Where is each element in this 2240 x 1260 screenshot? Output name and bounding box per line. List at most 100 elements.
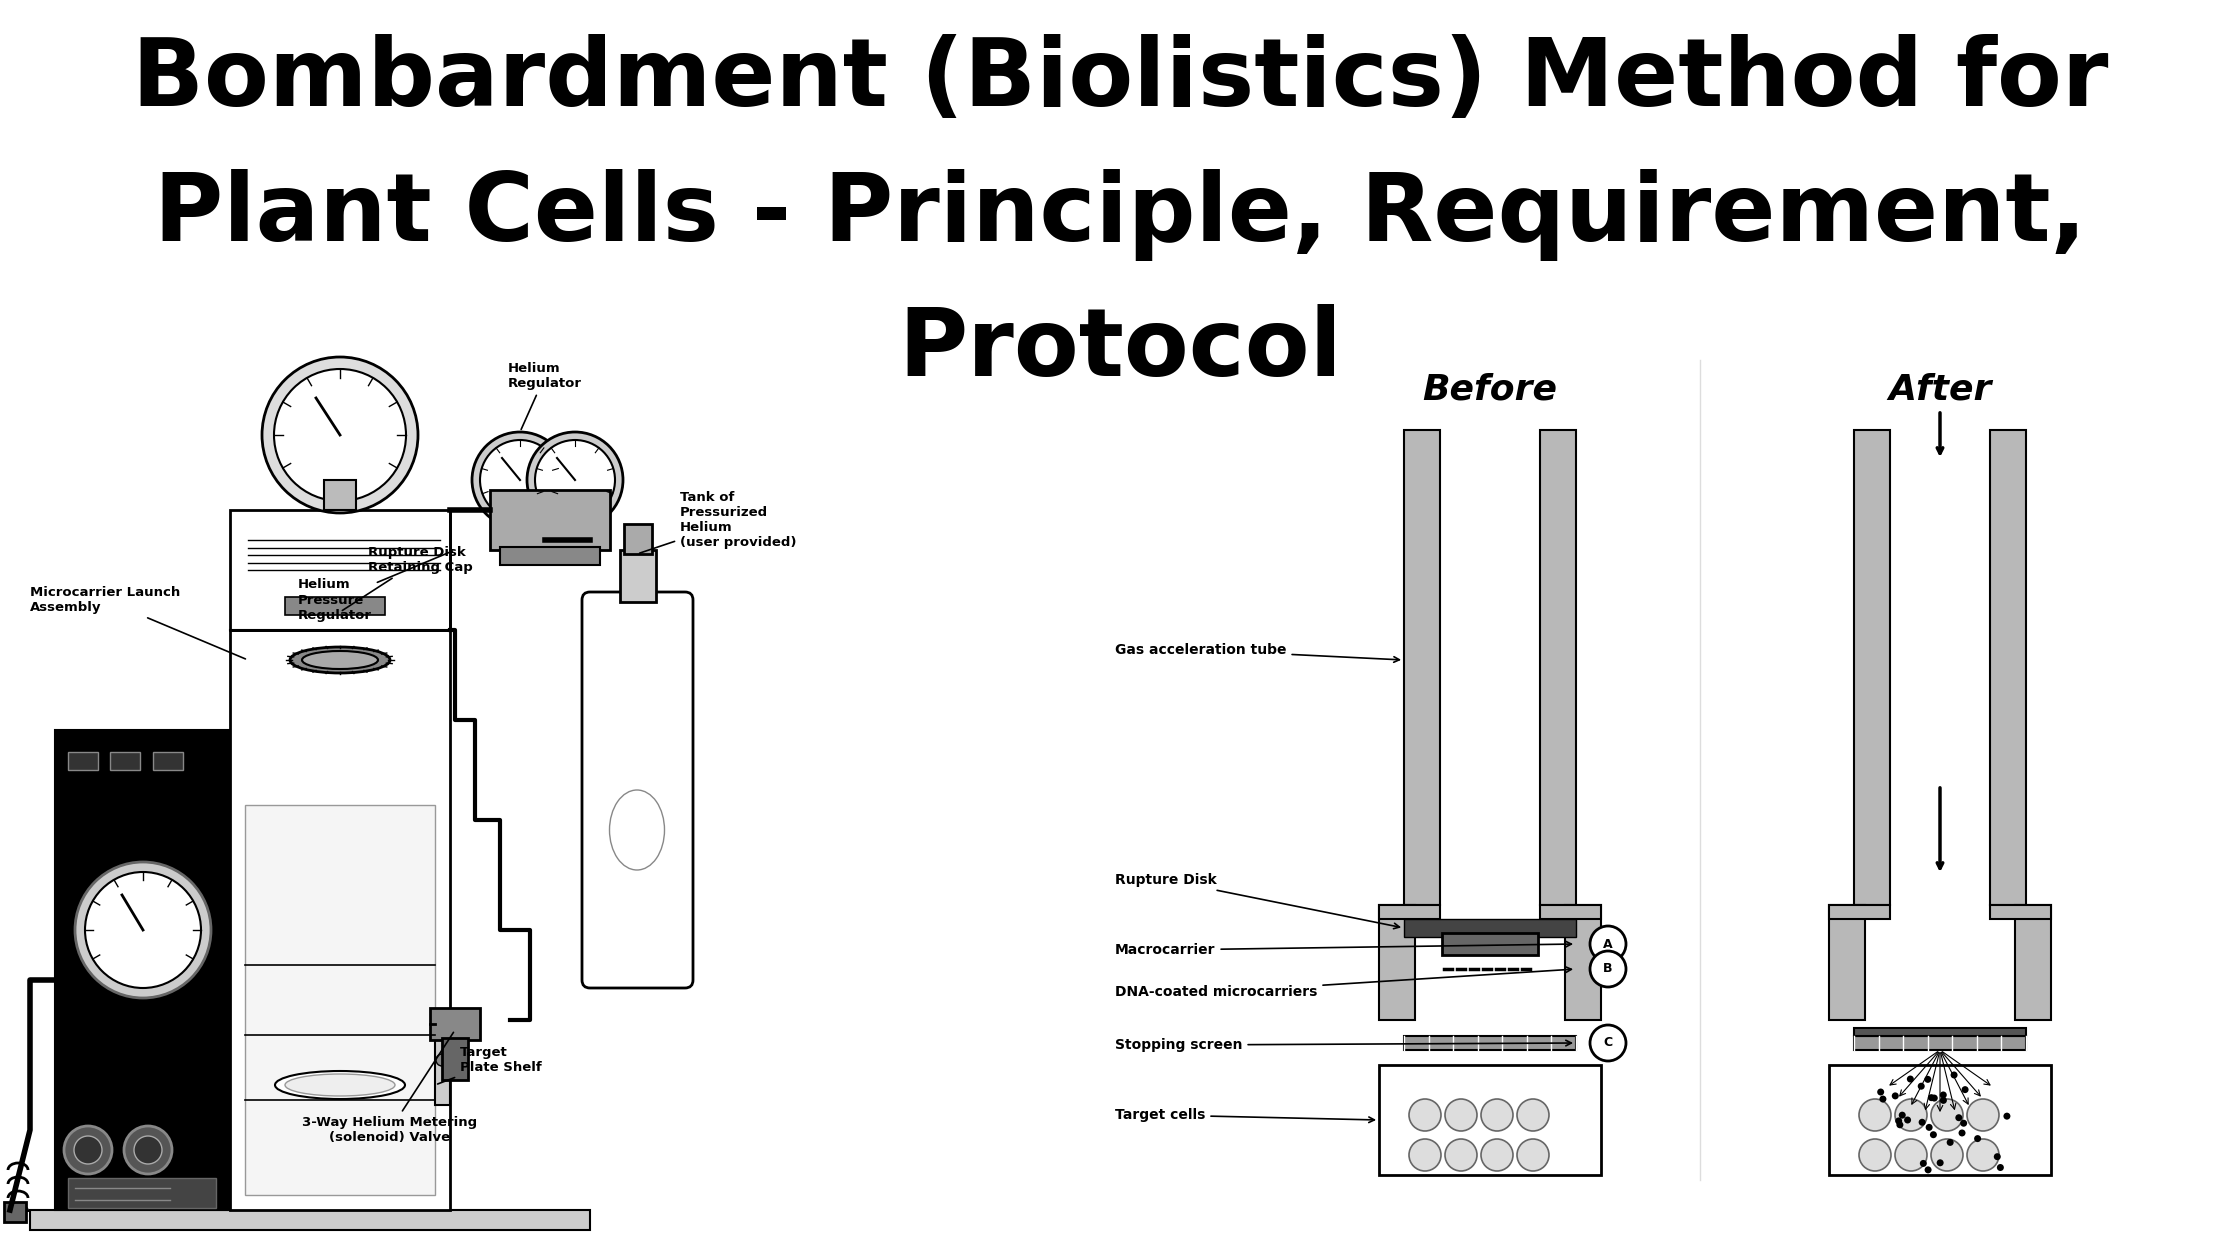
Bar bbox=[430, 1008, 479, 1040]
Bar bbox=[620, 551, 656, 602]
Circle shape bbox=[123, 1126, 172, 1174]
Bar bbox=[625, 524, 652, 554]
Bar bbox=[56, 730, 231, 1210]
Text: Before: Before bbox=[1422, 373, 1557, 407]
Circle shape bbox=[1958, 1129, 1964, 1137]
Bar bbox=[1404, 1036, 1577, 1050]
Circle shape bbox=[1516, 1139, 1550, 1171]
Circle shape bbox=[1951, 1071, 1958, 1079]
Bar bbox=[1855, 430, 1891, 905]
Bar bbox=[231, 510, 450, 630]
Circle shape bbox=[1973, 1135, 1980, 1142]
Circle shape bbox=[1445, 1099, 1476, 1131]
Circle shape bbox=[1895, 1099, 1926, 1131]
Text: A: A bbox=[1604, 937, 1613, 950]
Circle shape bbox=[1897, 1121, 1904, 1128]
Circle shape bbox=[1938, 1159, 1944, 1167]
Circle shape bbox=[1994, 1153, 2000, 1160]
Circle shape bbox=[1409, 1099, 1440, 1131]
Text: Microcarrier Launch
Assembly: Microcarrier Launch Assembly bbox=[29, 586, 246, 659]
Text: After: After bbox=[1888, 373, 1991, 407]
Bar bbox=[1989, 430, 2025, 905]
Bar bbox=[29, 1210, 589, 1230]
Circle shape bbox=[1900, 1111, 1906, 1119]
Circle shape bbox=[1940, 1091, 1947, 1099]
Circle shape bbox=[65, 1126, 112, 1174]
Circle shape bbox=[273, 369, 405, 501]
Circle shape bbox=[1590, 926, 1626, 961]
Circle shape bbox=[479, 440, 560, 520]
Circle shape bbox=[1895, 1118, 1902, 1124]
Bar bbox=[1830, 1065, 2052, 1176]
Circle shape bbox=[1920, 1160, 1926, 1167]
Circle shape bbox=[1917, 1082, 1924, 1090]
Circle shape bbox=[1940, 1097, 1947, 1104]
Bar bbox=[500, 547, 600, 564]
Circle shape bbox=[473, 432, 569, 528]
Circle shape bbox=[1895, 1139, 1926, 1171]
Bar bbox=[67, 1178, 215, 1208]
Circle shape bbox=[437, 1055, 448, 1066]
Bar bbox=[1443, 932, 1539, 955]
Bar bbox=[1989, 905, 2052, 919]
Bar bbox=[244, 805, 435, 1194]
Circle shape bbox=[1931, 1099, 1962, 1131]
Circle shape bbox=[1962, 1086, 1969, 1094]
Circle shape bbox=[1409, 1139, 1440, 1171]
Circle shape bbox=[1859, 1139, 1891, 1171]
Bar bbox=[435, 1016, 450, 1105]
Text: Rupture Disk: Rupture Disk bbox=[1116, 873, 1400, 929]
Bar bbox=[1380, 1065, 1602, 1176]
Text: DNA-coated microcarriers: DNA-coated microcarriers bbox=[1116, 966, 1572, 999]
Bar bbox=[1404, 430, 1440, 905]
Circle shape bbox=[1967, 1139, 1998, 1171]
Bar bbox=[1855, 1036, 2025, 1050]
Circle shape bbox=[1931, 1139, 1962, 1171]
Text: Target
Plate Shelf: Target Plate Shelf bbox=[437, 1046, 542, 1084]
Bar bbox=[1404, 919, 1577, 937]
Circle shape bbox=[74, 862, 211, 998]
Bar bbox=[152, 752, 184, 770]
Bar bbox=[1566, 905, 1602, 1021]
Text: Target cells: Target cells bbox=[1116, 1108, 1375, 1123]
Bar bbox=[1541, 905, 1602, 919]
Bar bbox=[284, 597, 385, 615]
Circle shape bbox=[1481, 1099, 1512, 1131]
Bar bbox=[1541, 430, 1577, 905]
Ellipse shape bbox=[276, 1071, 405, 1099]
Circle shape bbox=[1590, 951, 1626, 987]
Circle shape bbox=[1904, 1116, 1911, 1124]
Circle shape bbox=[74, 1137, 103, 1164]
Circle shape bbox=[1906, 1076, 1913, 1082]
Text: B: B bbox=[1604, 963, 1613, 975]
Circle shape bbox=[1920, 1119, 1926, 1125]
Text: Macrocarrier: Macrocarrier bbox=[1116, 941, 1572, 958]
Circle shape bbox=[1924, 1076, 1931, 1082]
Text: C: C bbox=[1604, 1037, 1613, 1050]
Text: Helium
Pressure
Regulator: Helium Pressure Regulator bbox=[298, 551, 452, 621]
Circle shape bbox=[526, 432, 623, 528]
Circle shape bbox=[535, 440, 616, 520]
Circle shape bbox=[1931, 1095, 1938, 1101]
Ellipse shape bbox=[289, 646, 390, 673]
Circle shape bbox=[85, 872, 202, 988]
Circle shape bbox=[134, 1137, 161, 1164]
Circle shape bbox=[1947, 1139, 1953, 1145]
Ellipse shape bbox=[609, 790, 665, 869]
Circle shape bbox=[1859, 1099, 1891, 1131]
Bar bbox=[325, 480, 356, 510]
Circle shape bbox=[1931, 1131, 1938, 1138]
Bar bbox=[2016, 905, 2052, 1021]
Text: Tank of
Pressurized
Helium
(user provided): Tank of Pressurized Helium (user provide… bbox=[641, 491, 797, 553]
Text: Plant Cells - Principle, Requirement,: Plant Cells - Principle, Requirement, bbox=[155, 169, 2085, 261]
Text: Helium
Regulator: Helium Regulator bbox=[508, 362, 582, 430]
Bar bbox=[110, 752, 139, 770]
Circle shape bbox=[1929, 1094, 1935, 1101]
Circle shape bbox=[262, 357, 419, 513]
Text: Bombardment (Biolistics) Method for: Bombardment (Biolistics) Method for bbox=[132, 34, 2108, 126]
Ellipse shape bbox=[284, 1074, 394, 1096]
Circle shape bbox=[1481, 1139, 1512, 1171]
Text: Stopping screen: Stopping screen bbox=[1116, 1038, 1570, 1052]
Bar bbox=[4, 1202, 27, 1222]
Circle shape bbox=[1893, 1092, 1900, 1100]
